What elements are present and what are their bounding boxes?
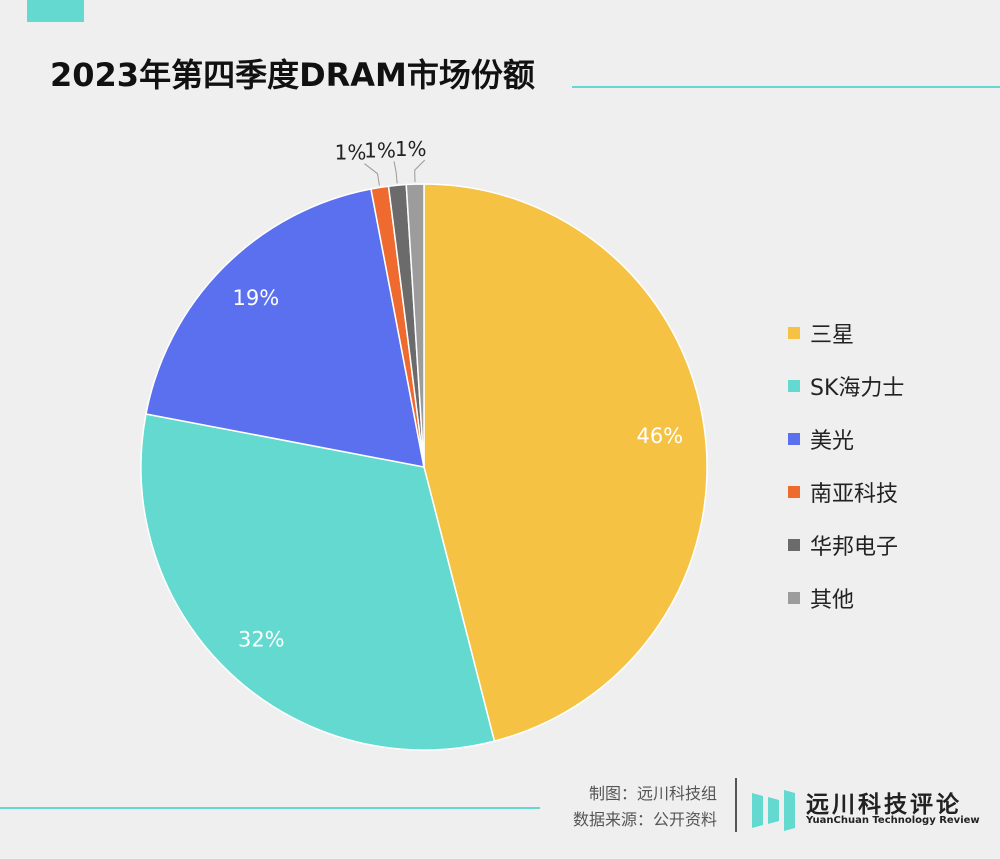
leader-line	[364, 163, 380, 186]
leader-line	[393, 161, 398, 184]
legend-label: 南亚科技	[810, 481, 899, 507]
leader-line	[414, 159, 426, 183]
pie-slice	[423, 183, 708, 743]
legend-item: 其他	[788, 571, 904, 624]
data-label: 32%	[238, 627, 285, 651]
legend-label: SK海力士	[810, 375, 905, 401]
legend: 三星 SK海力士 美光 南亚科技 华邦电子 其他	[788, 306, 904, 624]
legend-swatch	[788, 432, 800, 445]
legend-label: 华邦电子	[810, 534, 899, 560]
credit-source: 数据来源：公开资料	[572, 810, 717, 829]
legend-label: 三星	[810, 322, 855, 348]
credit-block: 制图：远川科技组 数据来源：公开资料	[552, 781, 717, 833]
data-label: 1%	[364, 138, 396, 162]
legend-label: 其他	[810, 587, 855, 613]
legend-label: 美光	[810, 428, 855, 454]
legend-swatch	[788, 591, 800, 604]
top-accent-bar	[27, 0, 84, 22]
brand-divider	[735, 778, 737, 832]
data-label: 19%	[233, 286, 280, 310]
chart-title: 2023年第四季度DRAM市场份额	[50, 56, 535, 94]
legend-swatch	[788, 485, 800, 498]
legend-swatch	[788, 326, 800, 339]
legend-item: 南亚科技	[788, 465, 904, 518]
legend-item: 美光	[788, 412, 904, 465]
legend-item: SK海力士	[788, 359, 904, 412]
legend-swatch	[788, 538, 800, 551]
pie-slice	[405, 183, 425, 468]
legend-item: 三星	[788, 306, 904, 359]
brand-logo-icon	[752, 790, 795, 831]
pie-slice	[140, 413, 496, 751]
brand-name: 远川科技评论	[806, 792, 962, 818]
data-label: 1%	[395, 137, 427, 161]
title-rule	[572, 86, 1000, 88]
data-label: 46%	[636, 424, 683, 448]
pie-slice	[145, 188, 425, 468]
legend-swatch	[788, 379, 800, 392]
footer-rule	[0, 807, 540, 809]
brand-subtitle: YuanChuan Technology Review	[806, 815, 980, 826]
legend-item: 华邦电子	[788, 518, 904, 571]
credit-maker: 制图：远川科技组	[588, 784, 717, 803]
data-label: 1%	[335, 141, 367, 165]
